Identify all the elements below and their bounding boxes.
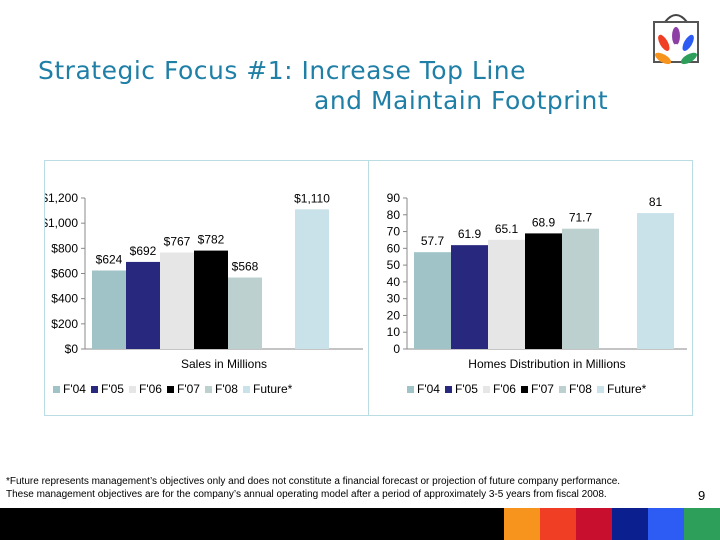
bar (228, 277, 262, 349)
x-axis-label: Sales in Millions (181, 357, 267, 371)
legend-swatch (483, 386, 490, 393)
bottom-bar-swatch (576, 508, 612, 540)
x-axis-label: Homes Distribution in Millions (468, 357, 625, 371)
y-tick-label: 80 (387, 208, 401, 222)
legend-label: Future* (253, 382, 293, 396)
legend-label: F'05 (455, 382, 478, 396)
legend-swatch (205, 386, 212, 393)
legend-label: Future* (607, 382, 647, 396)
sales-chart-panel: $0 $200 $400 $600 $800 $1,000 $1,200 $624 $692 $7… (44, 160, 369, 416)
footnote-line2: These management objectives are for the … (6, 489, 607, 500)
y-tick-label: 10 (387, 325, 401, 339)
bar (160, 252, 194, 349)
bottom-bar-swatch (648, 508, 684, 540)
legend-label: F'07 (531, 382, 554, 396)
legend-label: F'08 (569, 382, 592, 396)
legend-swatch (53, 386, 60, 393)
legend-label: F'06 (493, 382, 516, 396)
y-tick-label: 30 (387, 292, 401, 306)
y-tick-label: 60 (387, 241, 401, 255)
legend-label: F'05 (101, 382, 124, 396)
bar (525, 233, 562, 349)
legend-label: F'04 (63, 382, 86, 396)
homes-chart-panel: 0 10 20 30 40 50 60 70 80 90 57.7 61.9 65.1 68.9 71.7 8… (368, 160, 693, 416)
slide-title: Strategic Focus #1: Increase Top Line an… (38, 56, 638, 116)
sales-chart: $0 $200 $400 $600 $800 $1,000 $1,200 $624 $692 $7… (45, 191, 363, 396)
slide-title-line1: Strategic Focus #1: Increase Top Line (38, 56, 527, 85)
data-label: 71.7 (569, 211, 593, 225)
bar (637, 213, 674, 349)
bar (562, 228, 599, 349)
bottom-bar-swatch (612, 508, 648, 540)
y-tick-label: 0 (393, 342, 400, 356)
bar (488, 239, 525, 349)
legend-swatch (91, 386, 98, 393)
bar (295, 209, 329, 349)
footnote-line1: *Future represents management’s objectiv… (6, 476, 621, 487)
nbc-peacock-shopping-bag-icon (650, 10, 702, 65)
legend-swatch (407, 386, 414, 393)
y-tick-label: 70 (387, 225, 401, 239)
slide-title-line2: and Maintain Footprint (314, 86, 609, 115)
data-label: 68.9 (532, 215, 556, 229)
homes-chart: 0 10 20 30 40 50 60 70 80 90 57.7 61.9 65.1 68.9 71.7 8… (387, 191, 687, 396)
y-tick-label: $0 (65, 342, 79, 356)
legend-swatch (597, 386, 604, 393)
legend-swatch (559, 386, 566, 393)
legend-label: F'08 (215, 382, 238, 396)
y-tick-label: 50 (387, 258, 401, 272)
y-tick-label: $800 (51, 241, 78, 255)
data-label: 65.1 (495, 222, 519, 236)
bottom-bar-swatch (684, 508, 720, 540)
bar (92, 270, 126, 349)
legend-swatch (129, 386, 136, 393)
data-label: $782 (198, 233, 225, 247)
y-tick-label: $1,000 (45, 216, 78, 230)
legend-swatch (445, 386, 452, 393)
data-label: 81 (649, 195, 663, 209)
bar (414, 252, 451, 349)
data-label: $767 (164, 234, 191, 248)
legend-swatch (167, 386, 174, 393)
legend-swatch (521, 386, 528, 393)
bottom-bar-swatch (504, 508, 540, 540)
y-tick-label: 90 (387, 191, 401, 205)
bottom-bar-swatch (540, 508, 576, 540)
legend-label: F'06 (139, 382, 162, 396)
y-tick-label: $200 (51, 317, 78, 331)
data-label: $568 (232, 260, 259, 274)
data-label: $624 (96, 252, 123, 266)
bar (194, 250, 228, 349)
legend-label: F'07 (177, 382, 200, 396)
bar (126, 261, 160, 349)
y-tick-label: $600 (51, 267, 78, 281)
data-label: $692 (130, 244, 157, 258)
legend-label: F'04 (417, 382, 440, 396)
y-tick-label: $1,200 (45, 191, 78, 205)
data-label: 57.7 (421, 234, 445, 248)
y-tick-label: 40 (387, 275, 401, 289)
footnote: *Future represents management’s objectiv… (6, 475, 666, 501)
legend-swatch (243, 386, 250, 393)
page-number: 9 (698, 488, 706, 503)
data-label: 61.9 (458, 227, 482, 241)
y-tick-label: 20 (387, 308, 401, 322)
y-tick-label: $400 (51, 292, 78, 306)
bar (451, 245, 488, 349)
data-label: $1,110 (294, 191, 330, 205)
bottom-color-bar (0, 508, 720, 540)
